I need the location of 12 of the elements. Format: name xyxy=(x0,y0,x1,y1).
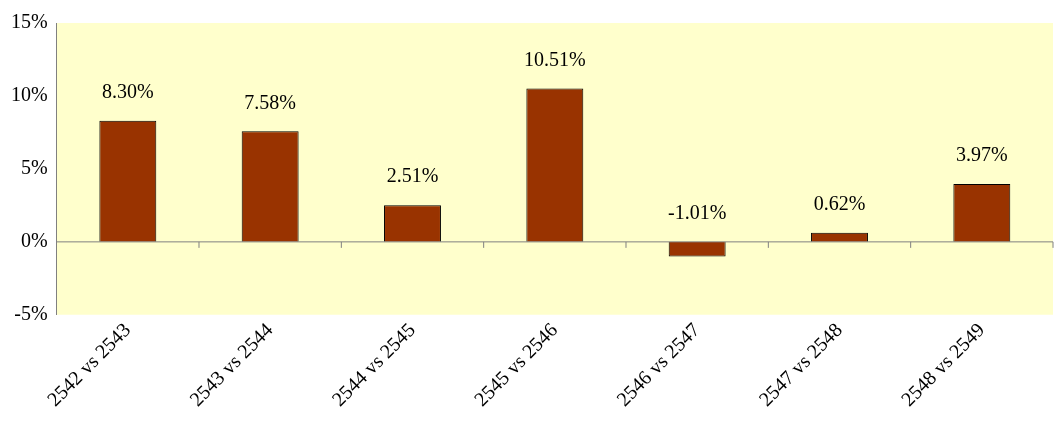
y-tick-label: 15% xyxy=(10,10,48,33)
y-tick-label: 0% xyxy=(20,229,48,252)
data-label: 7.58% xyxy=(244,90,296,113)
data-label: 10.51% xyxy=(523,47,586,70)
data-label: 8.30% xyxy=(101,80,154,103)
y-tick-label: 10% xyxy=(10,83,48,106)
y-tick-label: -5% xyxy=(14,302,48,325)
data-label: 3.97% xyxy=(956,143,1008,166)
y-tick-label: 5% xyxy=(20,156,48,179)
data-label: 2.51% xyxy=(386,164,439,187)
data-label: 0.62% xyxy=(813,192,866,215)
data-label: -1.01% xyxy=(668,201,727,224)
